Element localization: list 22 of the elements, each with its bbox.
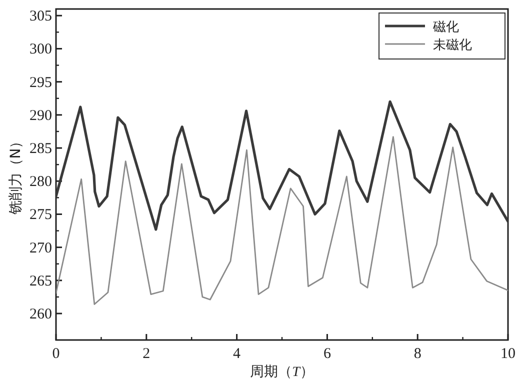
y-axis-title: 铣削力（N） xyxy=(8,134,24,216)
x-tick-label: 2 xyxy=(142,346,150,362)
x-tick-label: 10 xyxy=(500,346,516,362)
y-tick-label: 270 xyxy=(30,240,52,256)
y-tick-label: 260 xyxy=(30,306,52,323)
y-tick-label: 265 xyxy=(30,273,52,290)
y-tick-label: 290 xyxy=(30,108,52,124)
y-tick-label: 305 xyxy=(30,8,52,25)
y-tick-label: 280 xyxy=(30,174,52,190)
x-tick-label: 6 xyxy=(323,346,332,362)
x-axis-title: 周期（T） xyxy=(250,364,314,380)
y-tick-label: 300 xyxy=(30,42,52,58)
y-tick-label: 285 xyxy=(30,141,52,158)
y-tick-label: 295 xyxy=(30,74,52,91)
legend-label: 未磁化 xyxy=(433,38,472,53)
line-series xyxy=(56,100,508,231)
line-series xyxy=(56,136,508,305)
x-tick-label: 8 xyxy=(414,346,422,362)
y-tick-label: 275 xyxy=(30,207,52,224)
x-tick-label: 4 xyxy=(233,346,242,362)
legend-label: 磁化 xyxy=(432,20,459,35)
x-tick-label: 0 xyxy=(52,346,60,362)
